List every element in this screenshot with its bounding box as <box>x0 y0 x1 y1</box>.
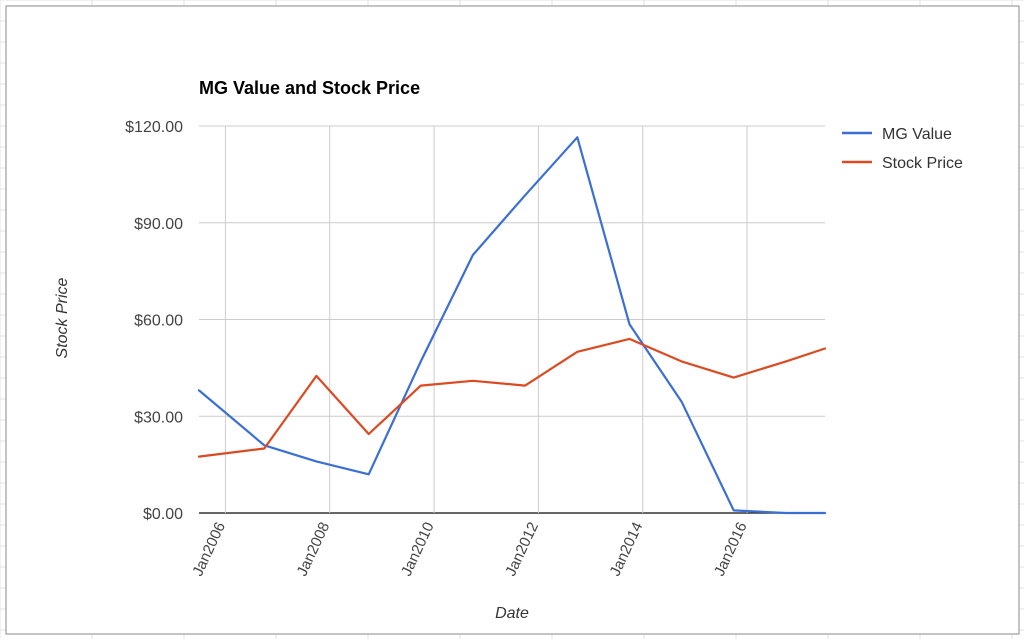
y-tick-label: $90.00 <box>134 216 183 233</box>
y-axis-title: Stock Price <box>54 277 71 358</box>
legend-label: MG Value <box>882 126 952 143</box>
gridlines <box>199 125 825 514</box>
x-axis-title: Date <box>495 605 529 622</box>
legend: MG Value Stock Price <box>842 126 963 172</box>
series-lines <box>197 136 827 515</box>
y-tick-label: $0.00 <box>143 506 183 523</box>
series-line-stock-price <box>197 337 827 458</box>
y-tick-labels: $0.00 $30.00 $60.00 $90.00 $120.00 <box>125 119 183 523</box>
series-line-mg-value <box>197 136 827 515</box>
y-tick-label: $120.00 <box>125 119 183 136</box>
y-tick-label: $60.00 <box>134 313 183 330</box>
chart-title: MG Value and Stock Price <box>199 78 420 98</box>
y-tick-label: $30.00 <box>134 409 183 426</box>
legend-label: Stock Price <box>882 155 963 172</box>
